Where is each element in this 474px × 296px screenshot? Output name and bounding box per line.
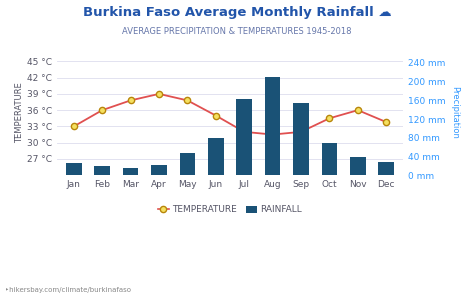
Bar — [237, 99, 252, 175]
Y-axis label: Precipitation: Precipitation — [450, 86, 459, 139]
Text: Burkina Faso Average Monthly Rainfall ☁: Burkina Faso Average Monthly Rainfall ☁ — [82, 6, 392, 19]
Bar — [208, 138, 224, 175]
Y-axis label: TEMPERATURE: TEMPERATURE — [15, 83, 24, 143]
Bar — [94, 166, 110, 175]
Text: ‣hikersbay.com/climate/burkinafaso: ‣hikersbay.com/climate/burkinafaso — [5, 287, 131, 293]
Legend: TEMPERATURE, RAINFALL: TEMPERATURE, RAINFALL — [154, 202, 306, 218]
Bar — [350, 157, 366, 175]
Bar — [265, 77, 281, 175]
Bar — [180, 153, 195, 175]
Bar — [66, 163, 82, 175]
Bar — [123, 168, 138, 175]
Text: AVERAGE PRECIPITATION & TEMPERATURES 1945-2018: AVERAGE PRECIPITATION & TEMPERATURES 194… — [122, 27, 352, 36]
Bar — [322, 144, 337, 175]
Bar — [379, 162, 394, 175]
Bar — [151, 165, 167, 175]
Bar — [293, 103, 309, 175]
